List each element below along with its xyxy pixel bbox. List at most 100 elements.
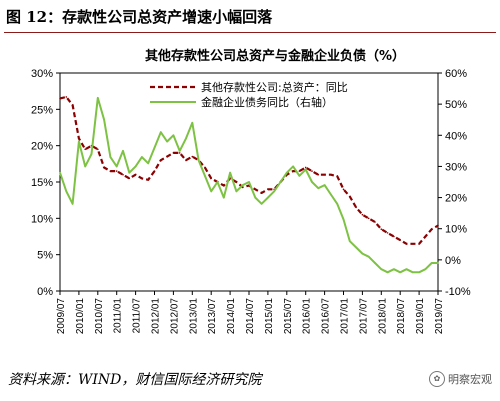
data-point-total-assets — [317, 173, 320, 176]
x-tick-label: 2012/07 — [169, 298, 180, 335]
data-point-total-assets — [178, 152, 181, 154]
x-tick-label: 2015/07 — [283, 298, 294, 335]
data-point-total-assets — [399, 239, 402, 241]
data-point-financial-debt — [210, 190, 212, 193]
data-point-financial-debt — [279, 181, 282, 183]
data-point-financial-debt — [172, 134, 175, 137]
data-point-total-assets — [405, 242, 408, 245]
chart-area: 其他存款性公司总资产与金融企业负债（%） 0% 5% 10% 15% 20% 25% 30% -… — [31, 48, 471, 335]
data-point-financial-debt — [103, 118, 105, 121]
data-point-financial-debt — [298, 174, 301, 177]
data-point-total-assets — [355, 206, 357, 209]
data-point-financial-debt — [424, 268, 427, 270]
data-point-total-assets — [235, 181, 238, 183]
data-point-financial-debt — [367, 255, 370, 258]
data-point-financial-debt — [418, 271, 420, 274]
data-point-total-assets — [115, 170, 118, 172]
data-point-total-assets — [437, 224, 439, 227]
x-tick-label: 2011/01 — [113, 298, 124, 334]
x-tick-label: 2015/01 — [264, 298, 275, 335]
data-point-financial-debt — [361, 252, 364, 255]
data-point-financial-debt — [185, 137, 187, 140]
data-point-financial-debt — [336, 203, 339, 205]
data-point-financial-debt — [191, 122, 194, 124]
data-point-total-assets — [103, 166, 105, 169]
y-left-tick-label: 10% — [31, 213, 53, 225]
x-tick-label: 2009/07 — [56, 298, 67, 335]
x-tick-label: 2019/07 — [434, 298, 445, 335]
data-point-total-assets — [342, 188, 345, 191]
data-point-total-assets — [292, 170, 294, 172]
y-right-tick-label: 20% — [445, 193, 467, 205]
data-point-financial-debt — [197, 159, 200, 161]
data-point-financial-debt — [248, 181, 250, 183]
x-tick-label: 2018/01 — [377, 298, 388, 335]
y-right-tick-label: 10% — [445, 224, 467, 236]
data-point-total-assets — [71, 104, 74, 106]
data-point-financial-debt — [330, 193, 332, 196]
data-point-total-assets — [311, 170, 313, 172]
data-point-financial-debt — [304, 168, 307, 171]
legend-label: 金融企业债务同比（右轴） — [201, 95, 333, 109]
data-point-financial-debt — [241, 184, 244, 186]
y-right-tick-label: 40% — [445, 130, 467, 142]
data-point-total-assets — [65, 96, 68, 98]
x-tick-label: 2013/01 — [188, 298, 199, 335]
data-point-financial-debt — [430, 262, 433, 264]
data-point-total-assets — [78, 137, 80, 140]
y-left-tick-label: 25% — [31, 104, 53, 116]
data-point-financial-debt — [386, 271, 389, 274]
data-point-total-assets — [430, 228, 433, 231]
data-point-total-assets — [160, 159, 162, 161]
data-point-financial-debt — [273, 190, 276, 193]
legend-label: 其他存款性公司:总资产：同比 — [201, 80, 348, 94]
data-point-financial-debt — [153, 146, 156, 149]
data-point-financial-debt — [216, 181, 219, 183]
data-point-financial-debt — [90, 153, 93, 155]
y-left-tick-label: 20% — [31, 141, 53, 153]
x-tick-label: 2019/01 — [415, 298, 426, 335]
y-left-tick-label: 15% — [31, 177, 53, 189]
wechat-logo-icon: ✿ — [429, 371, 445, 387]
data-point-financial-debt — [405, 268, 408, 270]
data-point-financial-debt — [311, 181, 313, 183]
chart-title: 其他存款性公司总资产与金融企业负债（%） — [145, 48, 405, 64]
y-left-tick-label: 5% — [37, 250, 53, 262]
data-point-total-assets — [134, 173, 137, 176]
data-point-total-assets — [393, 235, 395, 238]
data-point-total-assets — [166, 155, 168, 158]
x-tick-label: 2018/07 — [396, 298, 407, 335]
data-point-financial-debt — [109, 156, 112, 158]
y-right-tick-label: 30% — [445, 161, 467, 173]
data-point-financial-debt — [292, 165, 294, 168]
data-point-financial-debt — [134, 165, 137, 168]
y-left-tick-label: 0% — [37, 286, 53, 298]
data-point-total-assets — [412, 242, 414, 245]
y-right-tick-label: -10% — [445, 286, 471, 298]
data-point-financial-debt — [260, 203, 263, 205]
data-point-financial-debt — [355, 246, 357, 249]
data-point-financial-debt — [97, 97, 99, 99]
data-point-total-assets — [254, 188, 257, 191]
data-point-total-assets — [323, 173, 326, 176]
data-point-total-assets — [84, 148, 86, 151]
data-point-total-assets — [304, 166, 307, 169]
data-point-total-assets — [386, 232, 389, 234]
data-point-financial-debt — [393, 268, 395, 270]
data-point-total-assets — [122, 173, 124, 176]
data-point-financial-debt — [267, 196, 269, 199]
data-point-total-assets — [172, 152, 175, 154]
data-point-total-assets — [380, 228, 383, 231]
data-point-financial-debt — [412, 271, 414, 274]
data-point-total-assets — [367, 217, 370, 220]
x-tick-label: 2012/01 — [151, 298, 162, 335]
data-point-total-assets — [349, 195, 351, 198]
data-point-total-assets — [147, 179, 149, 181]
x-tick-label: 2017/01 — [340, 298, 351, 335]
data-point-total-assets — [59, 97, 61, 100]
source-note: 资料来源：WIND，财信国际经济研究院 — [8, 372, 262, 388]
data-point-total-assets — [267, 188, 269, 191]
data-point-total-assets — [191, 155, 194, 158]
x-tick-label: 2016/01 — [302, 298, 313, 335]
data-point-financial-debt — [160, 131, 162, 133]
